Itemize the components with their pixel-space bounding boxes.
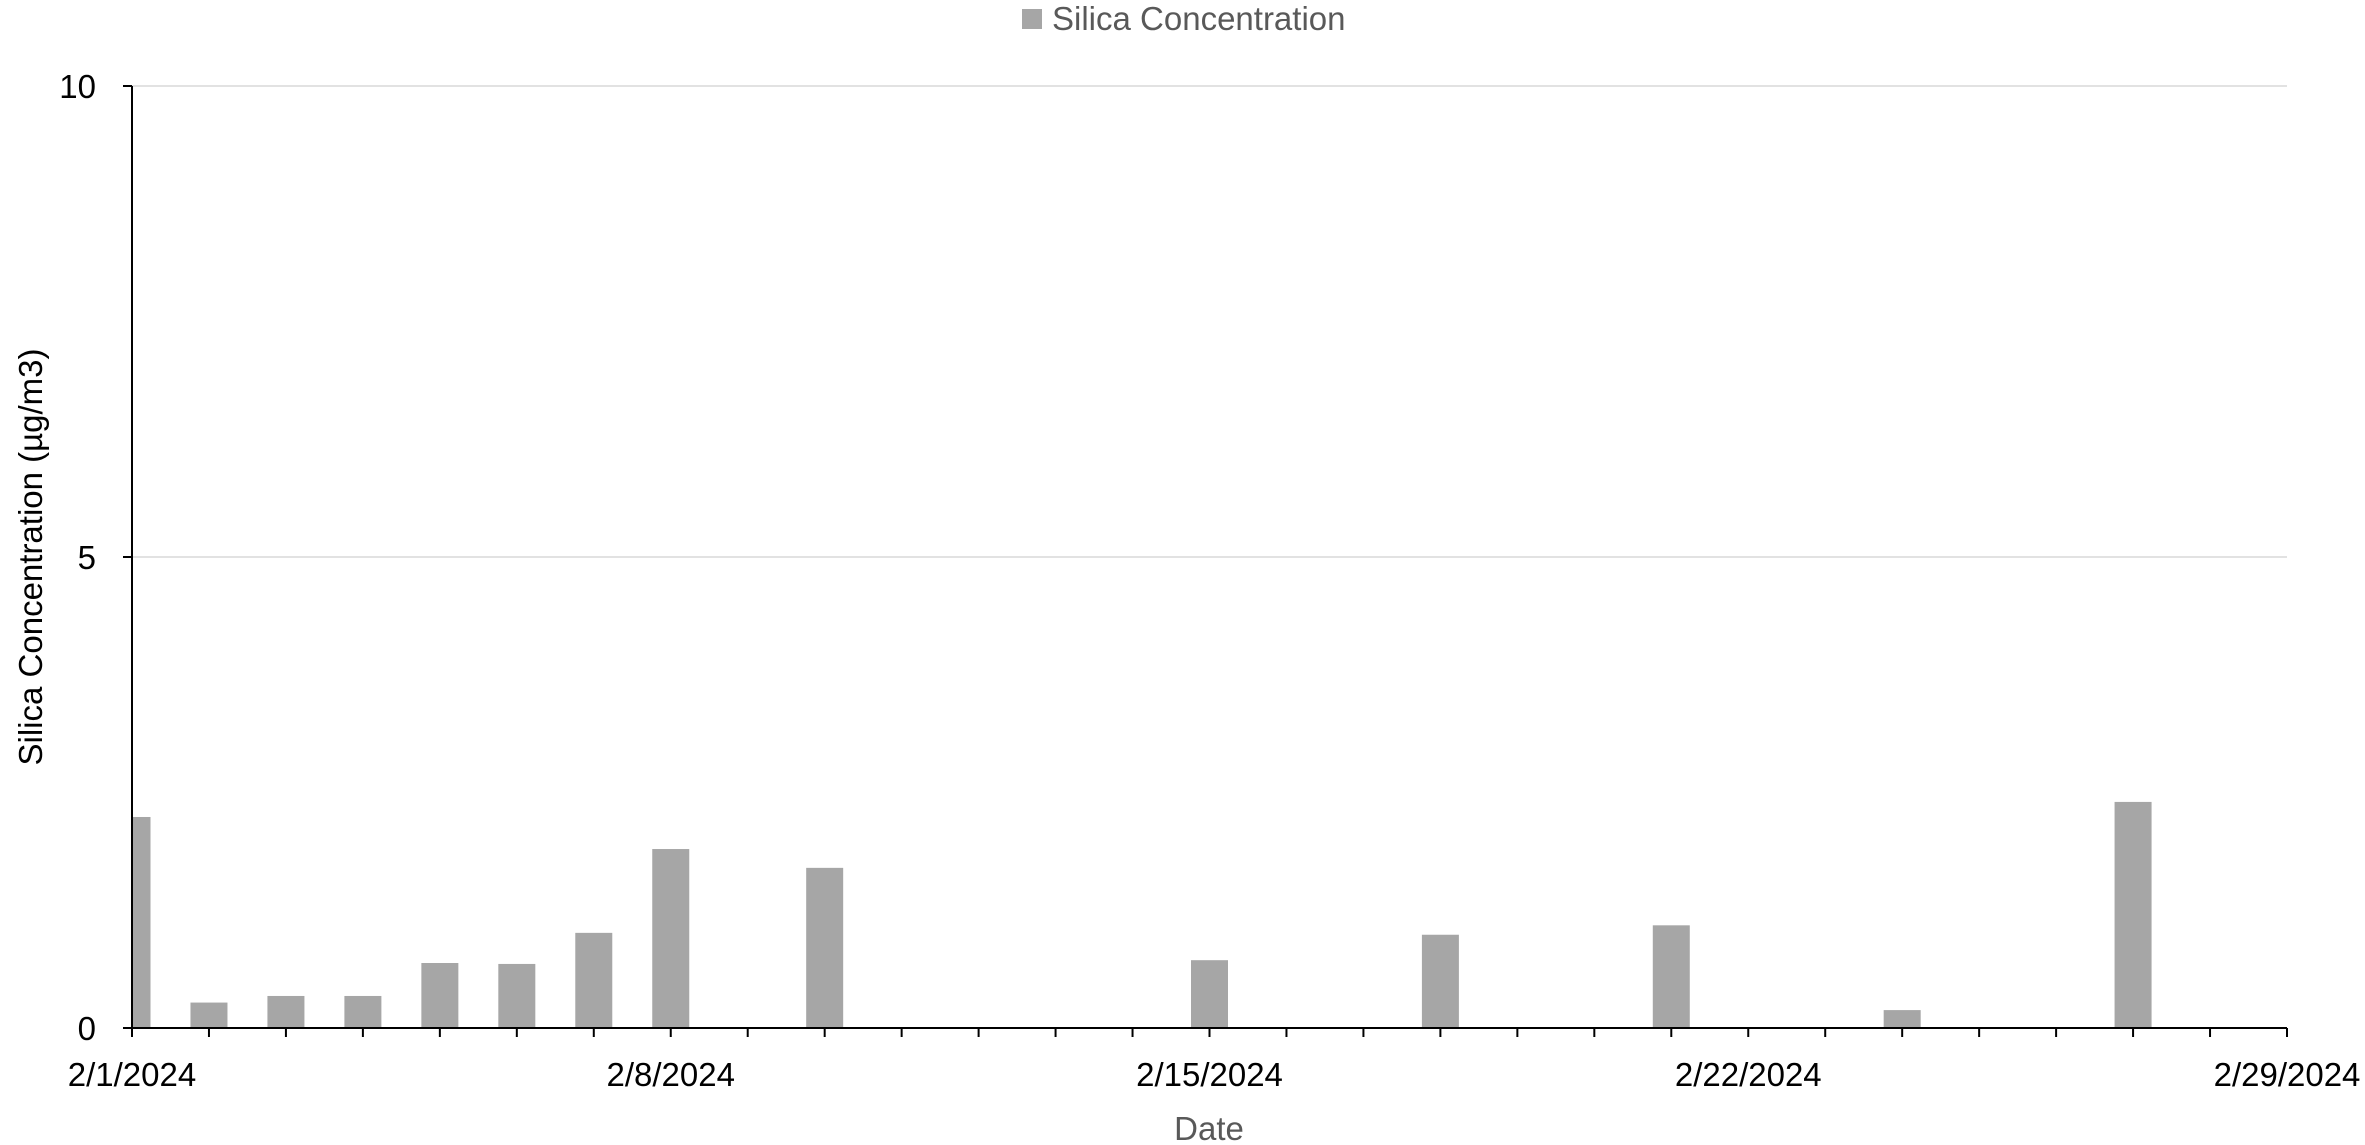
bar-2-4-2024 (344, 995, 382, 1028)
bar-2-18-2024 (1421, 934, 1459, 1028)
bars-clip-group (132, 801, 2152, 1028)
legend-swatch (1022, 9, 1042, 29)
bar-2-24-2024 (1883, 1010, 1921, 1028)
bar-2-5-2024 (421, 963, 459, 1028)
bar-2-10-2024 (806, 867, 844, 1028)
y-tick-label: 10 (59, 68, 96, 105)
x-tick-label: 2/22/2024 (1675, 1056, 1822, 1093)
bar-2-27-2024 (2114, 801, 2152, 1028)
y-ticks: 0 5 10 (59, 68, 132, 1047)
x-axis-title: Date (1174, 1110, 1244, 1145)
y-tick-label: 0 (78, 1010, 96, 1047)
bar-2-21-2024 (1652, 925, 1690, 1028)
bar-2-3-2024 (267, 995, 305, 1028)
x-tick-label: 2/29/2024 (2214, 1056, 2361, 1093)
legend: Silica Concentration (1022, 0, 1346, 37)
bar-2-7-2024 (575, 932, 613, 1028)
x-tick-label: 2/1/2024 (68, 1056, 196, 1093)
y-tick-label: 5 (78, 539, 96, 576)
bar-2-6-2024 (498, 963, 536, 1028)
bar-series (132, 801, 2152, 1028)
legend-label: Silica Concentration (1052, 0, 1346, 37)
y-axis-title: Silica Concentration (µg/m3) (12, 348, 49, 765)
bar-2-1-2024 (132, 816, 151, 1028)
bar-2-2-2024 (190, 1002, 228, 1028)
gridlines (132, 85, 2287, 558)
bar-2-8-2024 (652, 849, 690, 1028)
x-ticks: 2/1/2024 2/8/2024 2/15/2024 2/22/2024 2/29/2… (68, 1028, 2361, 1093)
x-tick-label: 2/15/2024 (1136, 1056, 1283, 1093)
bar-2-15-2024 (1191, 960, 1228, 1028)
x-tick-label: 2/8/2024 (607, 1056, 735, 1093)
